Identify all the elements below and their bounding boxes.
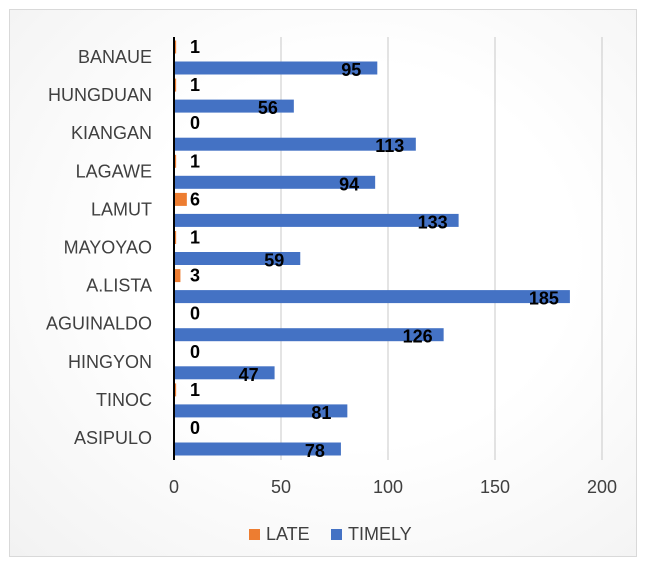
data-label-late: 3 (190, 266, 200, 286)
bar-late (174, 231, 177, 244)
category-label: A.LISTA (86, 276, 152, 296)
bar-late (174, 40, 177, 54)
data-label-timely: 113 (375, 136, 404, 156)
bar-late (174, 383, 177, 397)
data-label-late: 1 (190, 380, 200, 400)
bar-timely (174, 137, 416, 151)
category-label: HINGYON (68, 352, 152, 372)
legend-swatch-timely (331, 529, 342, 540)
bar-late (174, 78, 177, 92)
bar-timely (174, 442, 341, 456)
data-label-timely: 95 (341, 60, 361, 80)
data-label-timely: 94 (339, 174, 359, 194)
bar-timely (174, 290, 570, 304)
data-label-late: 6 (190, 189, 200, 209)
bar-late (174, 269, 181, 283)
data-label-late: 1 (190, 151, 200, 171)
data-label-timely: 78 (305, 441, 325, 461)
data-label-timely: 126 (403, 327, 433, 347)
bar-late (174, 154, 177, 168)
data-label-timely: 47 (239, 365, 259, 385)
data-label-late: 0 (190, 304, 200, 324)
bar-timely (174, 366, 275, 380)
legend-label-late: LATE (266, 524, 310, 544)
x-tick-label: 100 (373, 477, 403, 497)
legend-label-timely: TIMELY (348, 524, 412, 544)
data-label-late: 1 (190, 75, 200, 95)
bar-late (174, 192, 187, 206)
category-label: LAGAWE (76, 161, 152, 181)
data-label-timely: 59 (264, 251, 284, 271)
data-label-timely: 185 (529, 289, 559, 309)
x-tick-label: 200 (587, 477, 617, 497)
data-label-timely: 81 (311, 403, 331, 423)
x-tick-label: 50 (271, 477, 291, 497)
category-label: LAMUT (91, 199, 152, 219)
data-label-late: 1 (190, 37, 200, 57)
data-label-late: 1 (190, 228, 200, 248)
bar-timely (174, 404, 348, 418)
bar-timely (174, 328, 444, 342)
bar-timely (174, 175, 376, 189)
category-label: AGUINALDO (46, 314, 152, 334)
bar-timely (174, 99, 294, 113)
x-tick-label: 150 (480, 477, 510, 497)
category-label: BANAUE (78, 47, 152, 67)
bar-timely (174, 252, 301, 265)
bar-timely (174, 213, 459, 227)
bar-timely (174, 61, 378, 75)
chart-area (9, 9, 637, 557)
data-label-late: 0 (190, 342, 200, 362)
category-label: KIANGAN (71, 123, 152, 143)
x-tick-label: 0 (169, 477, 179, 497)
category-label: TINOC (96, 390, 152, 410)
legend-swatch-late (249, 529, 260, 540)
category-label: HUNGDUAN (48, 85, 152, 105)
category-label: ASIPULO (74, 428, 152, 448)
data-label-late: 0 (190, 113, 200, 133)
data-label-timely: 133 (418, 212, 448, 232)
data-label-late: 0 (190, 418, 200, 438)
category-label: MAYOYAO (64, 238, 152, 258)
data-label-timely: 56 (258, 98, 278, 118)
